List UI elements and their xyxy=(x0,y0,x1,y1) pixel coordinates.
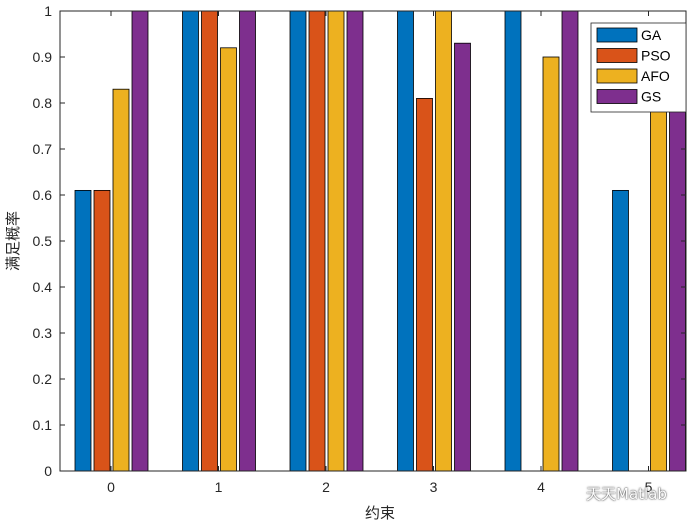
bar-afo-5 xyxy=(650,102,667,472)
bar-gs-0 xyxy=(131,10,149,472)
bar-gs-3 xyxy=(454,42,471,472)
bar-afo-3 xyxy=(435,10,452,472)
x-tick-label: 4 xyxy=(537,479,545,495)
watermark: 天天Matlab xyxy=(558,483,667,504)
bar-afo-0 xyxy=(112,88,130,472)
bar-pso-0 xyxy=(93,189,111,472)
bar-gs-1 xyxy=(239,10,256,472)
watermark-text: 天天Matlab xyxy=(586,485,667,503)
bar-ga-4 xyxy=(504,10,522,472)
y-tick-label: 0.6 xyxy=(33,187,53,203)
x-tick-label: 2 xyxy=(322,479,330,495)
legend-label-ga: GA xyxy=(641,27,662,43)
wechat-icon xyxy=(558,484,580,502)
bar-pso-2 xyxy=(308,10,326,472)
y-tick-label: 0.1 xyxy=(33,417,53,433)
x-tick-label: 0 xyxy=(107,479,115,495)
y-tick-label: 0 xyxy=(44,463,52,479)
bar-gs-2 xyxy=(346,10,364,472)
legend-label-pso: PSO xyxy=(641,48,671,64)
bar-ga-1 xyxy=(182,10,199,472)
legend: GA PSO AFO GS xyxy=(590,22,687,113)
y-axis-label: 满足概率 xyxy=(4,211,22,271)
y-tick-label: 0.5 xyxy=(33,233,53,249)
bar-afo-1 xyxy=(220,47,237,472)
bar-ga-5 xyxy=(612,189,629,472)
y-tick-label: 0.7 xyxy=(33,141,53,157)
bar-pso-3 xyxy=(416,98,433,472)
y-axis: 0 0.1 0.2 0.3 0.4 0.5 0.6 0.7 0.8 0.9 1 xyxy=(33,3,686,479)
legend-label-afo: AFO xyxy=(641,68,670,84)
x-axis: 0 1 2 3 4 5 xyxy=(107,11,653,495)
bar-gs-4 xyxy=(561,10,579,472)
x-tick-label: 3 xyxy=(430,479,438,495)
y-tick-label: 1 xyxy=(44,3,52,19)
legend-swatch-afo xyxy=(596,68,638,84)
bars-group xyxy=(74,10,686,472)
bar-afo-2 xyxy=(327,10,345,472)
x-axis-label: 约束 xyxy=(365,504,395,522)
bar-pso-1 xyxy=(201,10,218,472)
y-tick-label: 0.3 xyxy=(33,325,53,341)
y-tick-label: 0.4 xyxy=(33,279,53,295)
bar-afo-4 xyxy=(542,56,560,472)
bar-ga-0 xyxy=(74,189,92,472)
legend-swatch-gs xyxy=(596,89,638,104)
legend-swatch-pso xyxy=(596,48,638,63)
y-tick-label: 0.9 xyxy=(33,49,53,65)
bar-ga-3 xyxy=(397,10,414,472)
y-tick-label: 0.8 xyxy=(33,95,53,111)
bar-ga-2 xyxy=(289,10,307,472)
legend-label-gs: GS xyxy=(641,89,661,105)
x-tick-label: 1 xyxy=(215,479,223,495)
legend-swatch-ga xyxy=(596,27,638,43)
x-tick-label: 5 xyxy=(645,479,653,495)
y-tick-label: 0.2 xyxy=(33,371,53,387)
